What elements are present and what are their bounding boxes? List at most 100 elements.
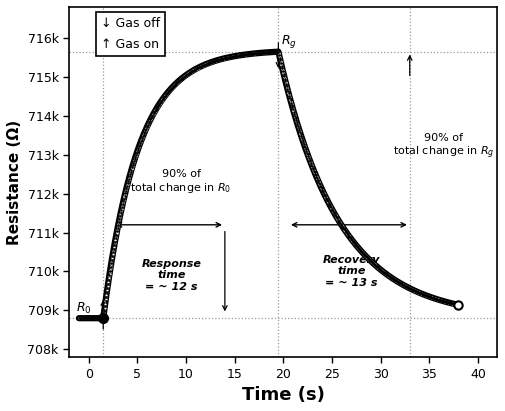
Point [362,253,370,260]
Point [147,113,156,120]
Point [85,315,93,321]
Point [256,50,264,56]
Point [184,70,192,76]
Point [111,240,119,247]
Point [191,66,199,72]
Point [317,185,325,192]
Point [169,83,177,90]
Point [133,148,141,155]
Point [397,281,406,288]
Point [198,62,207,69]
Point [436,297,444,304]
Point [342,229,350,236]
Point [76,315,84,321]
Point [146,116,154,123]
Point [407,286,415,293]
Point [448,300,456,307]
Point [192,65,200,72]
Point [360,252,368,258]
Point [320,192,328,199]
Point [183,71,191,78]
Point [136,139,144,145]
Point [389,276,397,282]
Point [450,301,459,307]
Point [198,62,206,69]
Point [186,69,194,76]
Point [165,88,173,95]
Point [145,119,153,125]
Point [132,151,140,158]
Point [182,71,190,78]
Point [229,53,237,60]
Point [376,266,384,273]
Point [227,53,235,60]
Point [92,315,100,321]
Point [290,111,298,118]
Point [180,73,188,80]
Point [444,300,452,306]
Point [80,315,88,321]
Point [264,49,272,55]
Point [381,271,389,277]
Point [107,262,115,269]
Point [162,90,170,97]
Point [239,51,247,58]
Point [319,189,327,196]
Point [453,302,461,308]
Point [84,315,92,321]
Point [262,49,270,56]
Point [95,315,103,321]
Point [133,148,141,155]
Point [331,212,339,219]
Point [181,72,189,79]
Point [160,94,168,100]
Point [422,292,430,299]
Point [196,63,204,70]
Point [80,315,88,321]
Point [413,289,421,295]
Point [364,256,372,262]
Point [269,48,277,55]
Point [433,296,441,302]
Point [354,245,362,251]
Point [374,265,382,271]
Point [152,106,160,113]
Point [108,253,116,259]
Point [449,300,457,307]
Point [358,249,366,255]
Point [145,119,153,125]
Point [253,50,261,56]
Point [307,162,315,168]
Point [423,293,431,299]
Point [79,315,87,321]
Point [123,180,131,187]
Point [75,315,83,321]
Point [179,74,187,80]
Point [172,80,180,86]
Point [380,270,388,277]
Point [78,315,86,321]
Point [304,154,312,161]
Point [126,171,134,177]
Point [287,101,295,108]
Point [189,67,197,74]
Point [306,159,314,166]
Point [85,315,93,321]
Point [431,296,439,302]
Point [394,279,402,286]
Point [170,82,178,88]
Point [325,202,333,208]
Point [231,53,239,59]
Point [445,300,453,306]
Point [289,110,297,116]
Point [129,160,137,166]
Point [118,201,126,208]
Point [88,315,96,321]
Point [315,180,323,187]
Point [305,156,313,163]
Point [415,290,423,296]
Point [336,220,344,227]
Point [220,55,228,62]
Point [137,136,145,142]
Point [305,156,313,162]
